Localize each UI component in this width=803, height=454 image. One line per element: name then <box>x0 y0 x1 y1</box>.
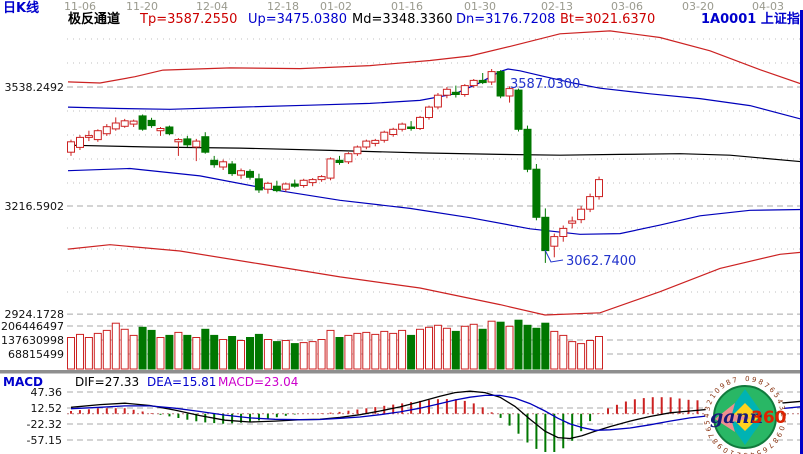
channel-line-Bt <box>67 244 803 316</box>
channel-param-1: Up=3475.0380 <box>248 12 347 27</box>
gann360-logo: 0987654321098765432109876543210987 gann … <box>703 375 787 454</box>
macd-lines <box>70 390 803 440</box>
svg-text:-57.15: -57.15 <box>27 434 62 447</box>
logo-brand-text: gann <box>710 406 763 428</box>
annotations: 3587.0300 3062.7400 <box>510 77 636 269</box>
dif-line <box>70 390 803 440</box>
svg-text:03-06: 03-06 <box>611 0 643 13</box>
channel-label: 极反通道 <box>68 12 121 27</box>
svg-text:03-20: 03-20 <box>682 0 714 13</box>
svg-text:11-20: 11-20 <box>126 0 158 13</box>
chart-type-label: 日K线 <box>3 1 40 16</box>
window-right-border <box>800 10 803 454</box>
volume-series <box>67 319 603 370</box>
svg-text:01-30: 01-30 <box>464 0 496 13</box>
date-axis: 11-06 11-20 12-04 12-18 01-02 01-16 01-30 02-13… <box>64 0 784 13</box>
svg-text:04-03: 04-03 <box>752 0 784 13</box>
svg-text:12.52: 12.52 <box>31 402 63 415</box>
macd-dea-value: DEA=15.81 <box>147 375 217 389</box>
channel-param-4: Bt=3021.6370 <box>560 12 656 27</box>
channel-line-Md <box>67 144 803 163</box>
svg-text:12-04: 12-04 <box>196 0 228 13</box>
symbol-name: 上证指数 <box>760 12 803 27</box>
channel-line-Dn <box>67 167 803 235</box>
svg-text:02-13: 02-13 <box>541 0 573 13</box>
channel-param-0: Tp=3587.2550 <box>140 12 238 27</box>
channel-line-Up <box>67 68 803 121</box>
svg-text:01-02: 01-02 <box>320 0 352 13</box>
svg-text:3538.2492: 3538.2492 <box>5 81 65 94</box>
logo-triangle-top-icon <box>728 389 762 413</box>
svg-text:47.36: 47.36 <box>31 386 63 399</box>
channel-param-3: Dn=3176.7208 <box>456 12 556 27</box>
macd-histogram-value: MACD=23.04 <box>218 375 299 389</box>
pane-separator <box>0 370 803 374</box>
dea-line <box>70 394 803 431</box>
svg-text:206446497: 206446497 <box>1 320 64 333</box>
svg-text:01-16: 01-16 <box>391 0 423 13</box>
macd-pane-title: MACD <box>3 375 43 389</box>
svg-text:137630998: 137630998 <box>1 334 64 347</box>
price-grid: 3538.2492 3216.5902 2924.1728 <box>5 38 800 321</box>
macd-dif-value: DIF=27.33 <box>75 375 140 389</box>
symbol-code: 1A0001 <box>701 12 757 27</box>
logo-brand-number: 360 <box>751 408 787 428</box>
candlestick-series <box>67 69 603 263</box>
svg-text:2924.1728: 2924.1728 <box>5 308 65 321</box>
svg-text:11-06: 11-06 <box>64 0 96 13</box>
logo-arrow-icon <box>715 403 751 432</box>
svg-text:3216.5902: 3216.5902 <box>5 200 65 213</box>
svg-text:-22.32: -22.32 <box>27 418 62 431</box>
price-annotation: 3587.0300 <box>510 77 580 92</box>
channel-line-Tp <box>67 30 803 86</box>
svg-text:12-18: 12-18 <box>267 0 299 13</box>
channel-lines <box>67 30 803 316</box>
price-annotation: 3062.7400 <box>566 254 636 269</box>
channel-param-2: Md=3348.3360 <box>352 12 453 27</box>
svg-text:68815499: 68815499 <box>8 348 64 361</box>
logo-triangle-bottom-icon <box>728 421 762 445</box>
symbol-info: 1A0001 上证指数 <box>701 13 803 27</box>
macd-histogram <box>70 397 699 452</box>
macd-grid: 47.36 12.52 -22.32 -57.15 <box>27 386 800 447</box>
